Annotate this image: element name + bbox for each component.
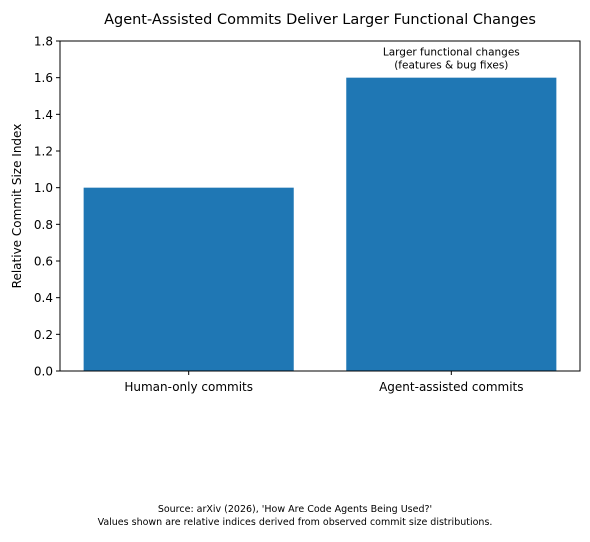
chart-title: Agent-Assisted Commits Deliver Larger Fu… (104, 12, 536, 28)
y-tick-label: 0.4 (34, 291, 53, 305)
source-line: Source: arXiv (2026), 'How Are Code Agen… (158, 504, 432, 515)
y-axis-label: Relative Commit Size Index (10, 124, 24, 289)
y-tick-label: 0.0 (34, 365, 53, 379)
y-tick-label: 1.0 (34, 181, 53, 195)
annotations-layer: Larger functional changes(features & bug… (383, 47, 520, 72)
plot-area: Larger functional changes(features & bug… (34, 35, 581, 394)
x-tick-label: Agent-assisted commits (379, 380, 523, 394)
source-footer: Source: arXiv (2026), 'How Are Code Agen… (98, 504, 493, 528)
annotation-line: (features & bug fixes) (394, 60, 508, 72)
note-line: Values shown are relative indices derive… (98, 517, 493, 528)
bars-layer (83, 77, 557, 372)
annotation-line: Larger functional changes (383, 47, 520, 59)
y-tick-label: 0.8 (34, 218, 53, 232)
x-axis-ticks: Human-only commits Agent-assisted commits (124, 371, 524, 394)
y-tick-label: 1.4 (34, 108, 53, 122)
y-axis-ticks: 0.0 0.2 0.4 0.6 0.8 1.0 1.2 1.4 1.6 1.8 (34, 35, 60, 379)
y-tick-label: 0.6 (34, 255, 53, 269)
y-tick-label: 1.6 (34, 71, 53, 85)
bar-0 (83, 187, 294, 371)
y-tick-label: 1.2 (34, 145, 53, 159)
axes-frame (59, 40, 581, 372)
y-tick-label: 0.2 (34, 328, 53, 342)
y-tick-label: 1.8 (34, 35, 53, 49)
x-tick-label: Human-only commits (124, 380, 253, 394)
bar-1 (346, 77, 557, 372)
